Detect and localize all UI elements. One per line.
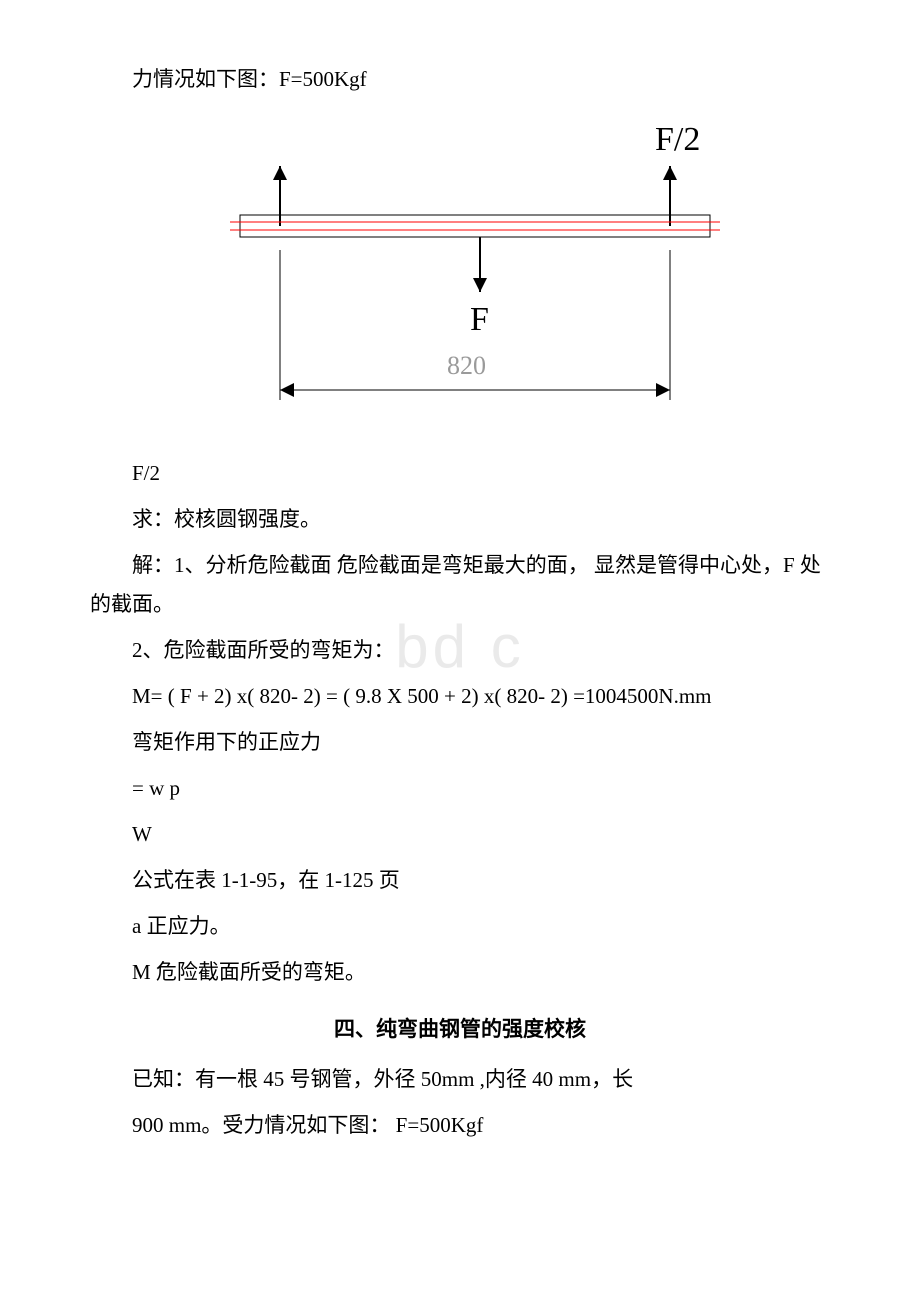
p-wp: = w p (90, 769, 830, 809)
page-content: 力情况如下图：F=500Kgf F/2 F 820 F/2 求：校核圆钢强度。 解：… (90, 60, 830, 1146)
p-a: a 正应力。 (90, 907, 830, 947)
beam-svg: F/2 F 820 (180, 120, 740, 430)
p-W: W (90, 815, 830, 855)
svg-text:F/2: F/2 (655, 121, 700, 158)
p-M: M= ( F + 2) x( 820- 2) = ( 9.8 X 500 + 2… (90, 677, 830, 717)
p-2: 2、危险截面所受的弯矩为： (90, 631, 830, 671)
intro-line: 力情况如下图：F=500Kgf (90, 60, 830, 100)
p-qiu: 求：校核圆钢强度。 (90, 500, 830, 540)
p-ref: 公式在表 1-1-95，在 1-125 页 (90, 861, 830, 901)
p-known: 已知：有一根 45 号钢管，外径 50mm ,内径 40 mm，长 (90, 1060, 830, 1100)
p-jie: 解：1、分析危险截面 危险截面是弯矩最大的面， 显然是管得中心处，F 处的截面。 (90, 546, 830, 626)
p-900: 900 mm。受力情况如下图： F=500Kgf (90, 1106, 830, 1146)
p-Mdesc: M 危险截面所受的弯矩。 (90, 953, 830, 993)
beam-diagram: F/2 F 820 (180, 120, 740, 444)
p-bend: 弯矩作用下的正应力 (90, 723, 830, 763)
svg-text:F: F (470, 301, 489, 338)
svg-text:820: 820 (447, 351, 486, 380)
f-half-left: F/2 (90, 454, 830, 494)
heading-4: 四、纯弯曲钢管的强度校核 (90, 1010, 830, 1050)
